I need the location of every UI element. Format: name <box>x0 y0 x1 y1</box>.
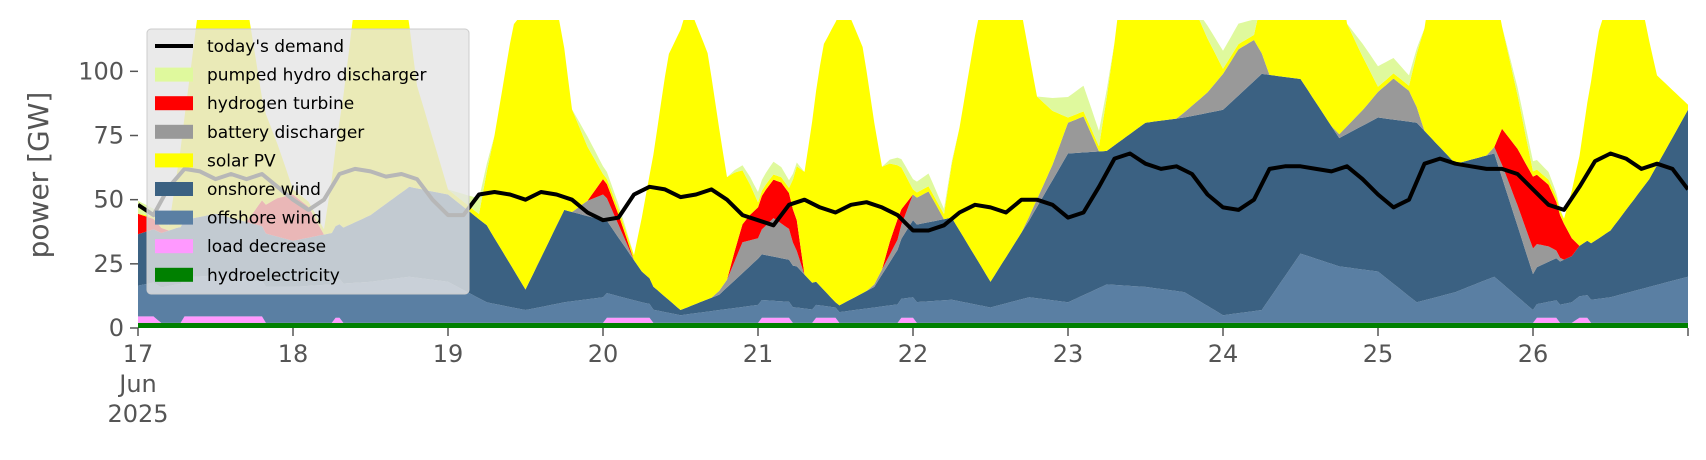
legend-item-hydrogen-turbine: hydrogen turbine <box>155 94 354 114</box>
legend-label: hydrogen turbine <box>207 94 354 114</box>
legend-swatch <box>155 124 193 139</box>
legend-label: battery discharger <box>207 123 364 143</box>
legend-swatch <box>155 153 193 168</box>
legend-swatch <box>155 67 193 82</box>
area-offshore-wind <box>138 253 1688 323</box>
legend-label: today's demand <box>207 37 344 57</box>
area-solar-pv <box>138 20 1688 310</box>
y-tick-label: 50 <box>93 186 124 214</box>
y-axis-title: power [GW] <box>22 92 55 259</box>
y-tick-label: 25 <box>93 250 124 278</box>
y-tick-label: 100 <box>78 57 124 85</box>
legend-item-battery-discharger: battery discharger <box>155 123 364 143</box>
x-tick-label: 24 <box>1208 340 1239 368</box>
x-tick-label: 20 <box>588 340 619 368</box>
legend-label: offshore wind <box>207 209 322 229</box>
legend-swatch <box>155 210 193 225</box>
legend-label: pumped hydro discharger <box>207 66 426 86</box>
x-tick-label: 22 <box>898 340 929 368</box>
legend-swatch <box>155 267 193 282</box>
legend-label: solar PV <box>207 151 276 171</box>
legend: today's demand pumped hydro discharger hyd… <box>146 28 470 295</box>
x-tick-label: 18 <box>278 340 309 368</box>
area-onshore-wind <box>138 73 1688 316</box>
x-tick-label: 21 <box>743 340 774 368</box>
area-load-decrease <box>138 316 1688 323</box>
legend-item-onshore-wind: onshore wind <box>155 180 321 200</box>
legend-item-offshore-wind: offshore wind <box>155 209 322 229</box>
x-tick-label: 23 <box>1053 340 1084 368</box>
legend-item-today-s-demand: today's demand <box>155 37 344 57</box>
x-tick-label: 25 <box>1363 340 1394 368</box>
legend-item-pumped-hydro-discharger: pumped hydro discharger <box>155 66 426 86</box>
legend-item-load-decrease: load decrease <box>155 237 326 257</box>
legend-label: hydroelectricity <box>207 266 340 286</box>
x-tick-label: 17 Jun 2025 <box>107 340 168 428</box>
area-series-group <box>138 20 1688 328</box>
legend-label: load decrease <box>207 237 326 257</box>
legend-box <box>146 28 470 295</box>
axes-group: 0 25 50 75 100 17 Jun 2025 18 19 20 21 22 23 24 25 26 <box>78 57 1689 428</box>
legend-item-hydroelectricity: hydroelectricity <box>155 266 340 286</box>
y-tick-label: 0 <box>109 314 124 342</box>
x-tick-label: 26 <box>1518 340 1549 368</box>
x-tick-label: 19 <box>433 340 464 368</box>
legend-swatch <box>155 182 193 196</box>
legend-label: onshore wind <box>207 180 321 200</box>
area-hydroelectricity <box>138 322 1688 328</box>
y-tick-label: 75 <box>93 122 124 150</box>
legend-swatch <box>155 239 193 254</box>
legend-swatch <box>155 96 193 111</box>
legend-item-solar-pv: solar PV <box>155 151 276 171</box>
